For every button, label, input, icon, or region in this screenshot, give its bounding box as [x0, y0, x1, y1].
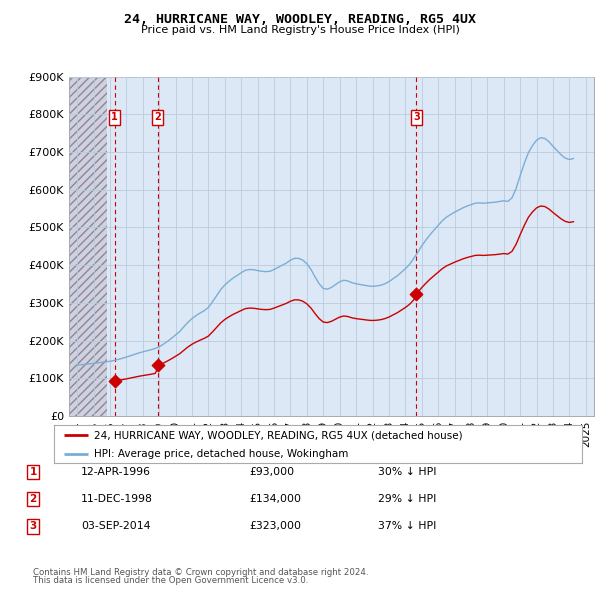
Text: 2: 2 [155, 113, 161, 122]
Text: 11-DEC-1998: 11-DEC-1998 [81, 494, 153, 504]
Text: 1: 1 [29, 467, 37, 477]
Text: HPI: Average price, detached house, Wokingham: HPI: Average price, detached house, Woki… [94, 448, 348, 458]
Text: 3: 3 [413, 113, 419, 122]
Bar [69, 77, 107, 416]
Text: 1: 1 [112, 113, 118, 122]
Text: Contains HM Land Registry data © Crown copyright and database right 2024.: Contains HM Land Registry data © Crown c… [33, 568, 368, 577]
Point [110, 376, 119, 386]
Text: 24, HURRICANE WAY, WOODLEY, READING, RG5 4UX (detached house): 24, HURRICANE WAY, WOODLEY, READING, RG5… [94, 430, 462, 440]
Text: 30% ↓ HPI: 30% ↓ HPI [378, 467, 437, 477]
Point [153, 360, 163, 370]
Text: 37% ↓ HPI: 37% ↓ HPI [378, 522, 436, 531]
Text: 3: 3 [29, 522, 37, 531]
Text: This data is licensed under the Open Government Licence v3.0.: This data is licensed under the Open Gov… [33, 576, 308, 585]
Text: £93,000: £93,000 [249, 467, 294, 477]
Text: 29% ↓ HPI: 29% ↓ HPI [378, 494, 436, 504]
Text: £134,000: £134,000 [249, 494, 301, 504]
Text: 03-SEP-2014: 03-SEP-2014 [81, 522, 151, 531]
Text: 24, HURRICANE WAY, WOODLEY, READING, RG5 4UX: 24, HURRICANE WAY, WOODLEY, READING, RG5… [124, 13, 476, 26]
Text: 12-APR-1996: 12-APR-1996 [81, 467, 151, 477]
Text: 2: 2 [29, 494, 37, 504]
Text: Price paid vs. HM Land Registry's House Price Index (HPI): Price paid vs. HM Land Registry's House … [140, 25, 460, 35]
Point [412, 290, 421, 299]
Text: £323,000: £323,000 [249, 522, 301, 531]
